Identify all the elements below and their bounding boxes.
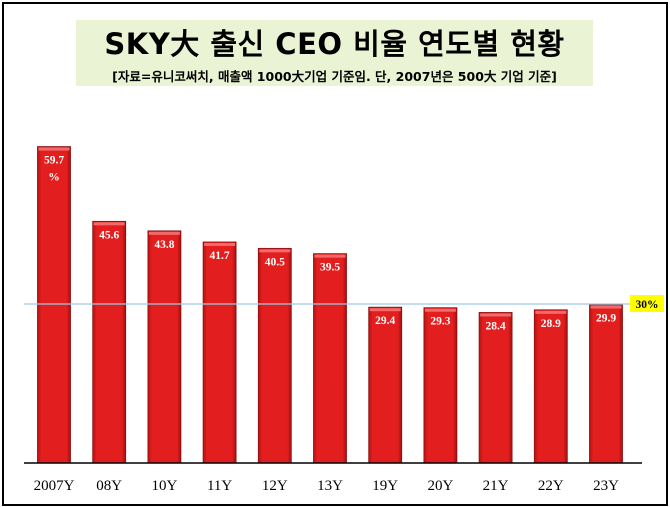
bar-highlight-21Y — [480, 313, 512, 317]
bar-highlight-23Y — [590, 305, 622, 309]
chart-subtitle: [자료=유니코써치, 매출액 1000大기업 기준임. 단, 2007년은 50… — [112, 68, 557, 84]
bar-11Y — [202, 241, 237, 464]
bar-22Y — [533, 309, 568, 464]
bar-highlight-13Y — [314, 254, 346, 258]
bar-12Y — [257, 247, 292, 464]
value-label-10Y: 43.8 — [154, 239, 174, 251]
bar-10Y — [147, 230, 182, 464]
bar-highlight-10Y — [148, 231, 180, 235]
bar-highlight-12Y — [259, 249, 291, 253]
value-label-19Y: 29.4 — [375, 315, 395, 327]
x-tick-13Y: 13Y — [317, 478, 343, 494]
bar-23Y — [589, 304, 623, 464]
value-unit-label: % — [48, 172, 60, 184]
value-label-20Y: 29.3 — [430, 316, 450, 328]
x-tick-22Y: 22Y — [538, 478, 564, 494]
bar-highlight-08Y — [93, 222, 125, 226]
bar-highlight-11Y — [204, 242, 236, 246]
bar-highlight-2007Y — [38, 147, 70, 151]
x-tick-11Y: 11Y — [207, 478, 232, 494]
value-label-22Y: 28.9 — [541, 318, 561, 330]
value-label-08Y: 45.6 — [99, 229, 119, 241]
value-label-11Y: 41.7 — [210, 250, 230, 262]
bar-2007Y — [37, 146, 71, 464]
svg-text:30%: 30% — [636, 299, 659, 311]
x-tick-12Y: 12Y — [262, 478, 288, 494]
bar-21Y — [478, 312, 513, 464]
bar-13Y — [313, 253, 347, 464]
x-tick-20Y: 20Y — [427, 478, 453, 494]
x-tick-23Y: 23Y — [593, 478, 619, 494]
x-tick-08Y: 08Y — [96, 478, 122, 494]
x-tick-2007Y: 2007Y — [34, 478, 75, 494]
bar-highlight-19Y — [369, 308, 401, 312]
bar-20Y — [423, 307, 458, 464]
bar-highlight-20Y — [424, 308, 456, 312]
x-tick-10Y: 10Y — [151, 478, 177, 494]
chart-title: SKY大 출신 CEO 비율 연도별 현황 — [104, 27, 565, 61]
bar-08Y — [92, 220, 127, 464]
value-label-13Y: 39.5 — [320, 262, 340, 274]
reference-label: 30% — [630, 295, 664, 312]
bar-highlight-22Y — [535, 310, 567, 314]
value-label-2007Y: 59.7 — [44, 155, 64, 167]
value-label-21Y: 28.4 — [486, 320, 506, 332]
bar-19Y — [368, 306, 403, 464]
subtitle-banner: [자료=유니코써치, 매출액 1000大기업 기준임. 단, 2007년은 50… — [76, 64, 593, 86]
title-banner: SKY大 출신 CEO 비율 연도별 현황 — [76, 20, 593, 64]
value-label-23Y: 29.9 — [596, 313, 616, 325]
value-label-12Y: 40.5 — [265, 256, 285, 268]
x-tick-19Y: 19Y — [372, 478, 398, 494]
x-tick-21Y: 21Y — [483, 478, 509, 494]
